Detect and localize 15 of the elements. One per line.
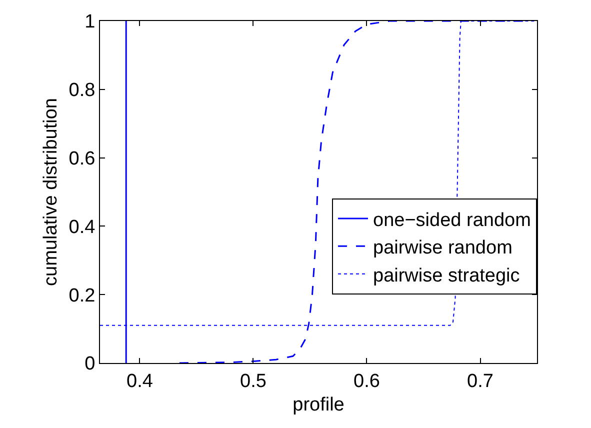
y-tick-label: 0.6 [68,148,96,170]
legend-label: pairwise random [373,238,512,259]
y-tick-label: 0.4 [68,216,96,238]
x-tick-label: 0.5 [240,370,266,392]
y-axis-title: cumulative distribution [40,98,62,286]
y-tick-label: 0.8 [68,80,96,102]
x-tick-label: 0.4 [126,370,154,392]
y-tick-label: 0 [84,354,96,375]
x-tick-label: 0.6 [354,370,380,392]
x-tick-label: 0.7 [467,370,494,392]
y-tick-label: 0.2 [68,285,96,306]
legend-label: one−sided random [373,210,531,231]
y-tick-label: 1 [84,12,96,33]
legend-label: pairwise strategic [373,265,520,286]
x-axis-title: profile [292,394,344,416]
